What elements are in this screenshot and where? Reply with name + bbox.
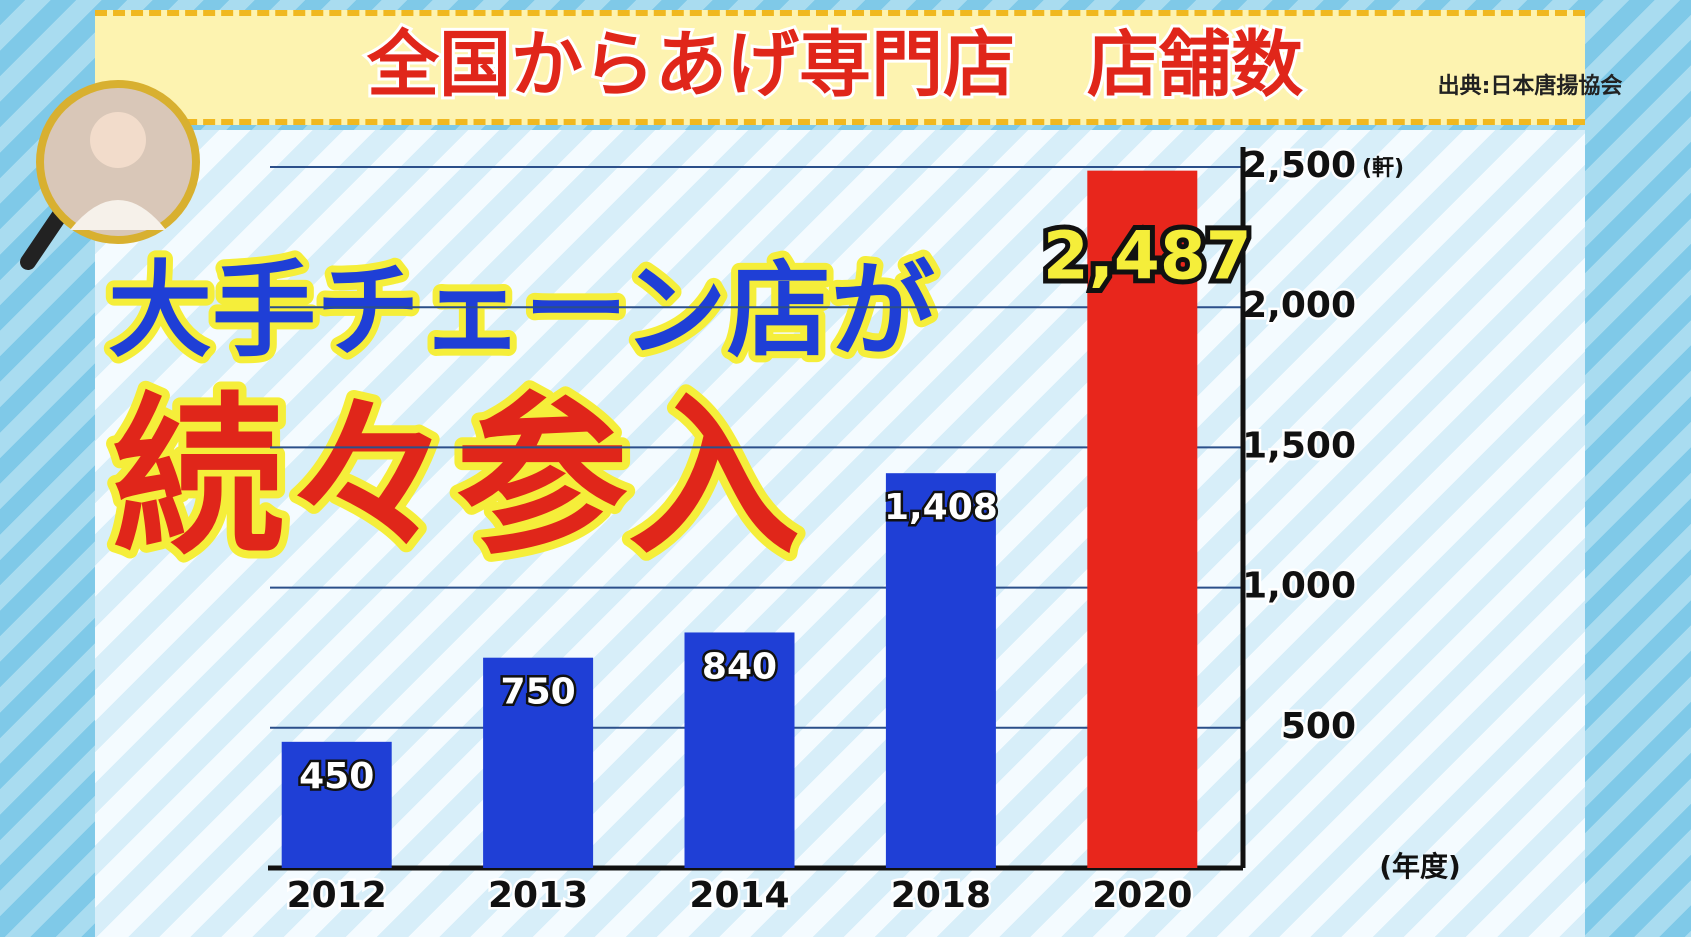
y-tick-label: 1,000 (1242, 566, 1356, 607)
x-tick-label: 2020 (1092, 875, 1192, 916)
x-unit: (年度) (1379, 850, 1461, 883)
x-tick-label: 2012 (287, 875, 387, 916)
x-tick-label: 2013 (488, 875, 588, 916)
y-tick-label: 2,500 (1242, 145, 1356, 186)
chart-title: 全国からあげ専門店 店舗数 (366, 23, 1303, 107)
bar (885, 473, 996, 868)
x-tick-label: 2018 (891, 875, 991, 916)
value-label: 2,487 (1043, 218, 1252, 295)
y-tick-label: 500 (1281, 706, 1356, 747)
value-label: 1,408 (884, 487, 998, 528)
bar (684, 632, 795, 868)
y-tick-label: 1,500 (1242, 425, 1356, 466)
bar (483, 657, 594, 868)
headline: 続々参入 (112, 377, 800, 578)
bar (281, 741, 392, 868)
y-tick-label: 2,000 (1242, 285, 1356, 326)
value-label: 840 (702, 646, 777, 687)
bar (1087, 170, 1198, 868)
header-band (95, 10, 1585, 125)
x-tick-label: 2014 (689, 875, 789, 916)
value-label: 750 (501, 672, 576, 713)
y-unit: (軒) (1362, 155, 1404, 181)
value-label: 450 (299, 756, 374, 797)
magnifier (20, 80, 200, 270)
source: 出典:日本唐揚協会 (1438, 73, 1623, 99)
headline: 大手チェーン店が (108, 249, 935, 371)
